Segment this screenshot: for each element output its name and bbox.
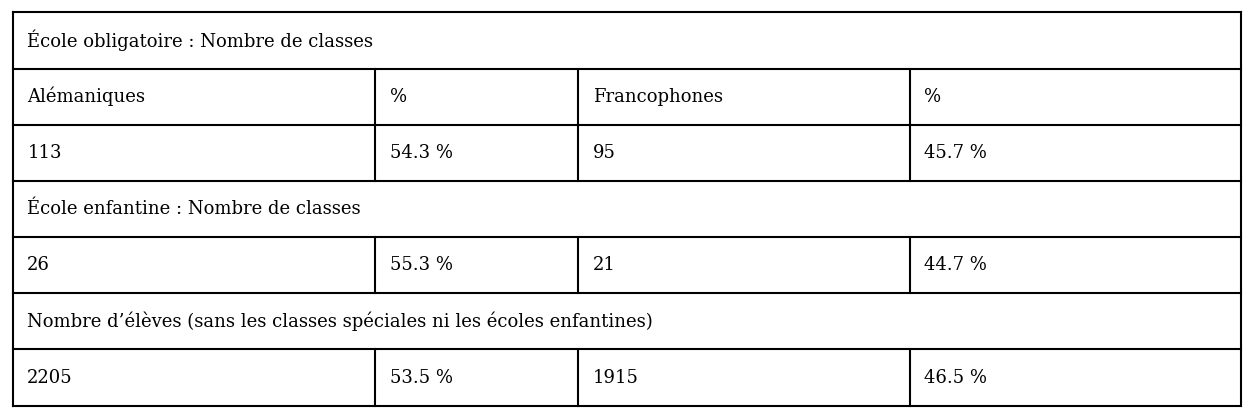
Text: 21: 21 xyxy=(593,256,616,274)
Text: 46.5 %: 46.5 % xyxy=(924,369,987,387)
Text: 44.7 %: 44.7 % xyxy=(924,256,987,274)
Text: 2205: 2205 xyxy=(28,369,73,387)
Text: 1915: 1915 xyxy=(593,369,638,387)
Text: Francophones: Francophones xyxy=(593,88,722,106)
Text: École obligatoire : Nombre de classes: École obligatoire : Nombre de classes xyxy=(28,30,374,51)
Text: %: % xyxy=(390,88,408,106)
Text: 53.5 %: 53.5 % xyxy=(390,369,453,387)
Text: 95: 95 xyxy=(593,144,616,162)
Text: 26: 26 xyxy=(28,256,50,274)
Text: 55.3 %: 55.3 % xyxy=(390,256,453,274)
Text: École enfantine : Nombre de classes: École enfantine : Nombre de classes xyxy=(28,200,361,218)
Text: Alémaniques: Alémaniques xyxy=(28,87,145,107)
Text: %: % xyxy=(924,88,942,106)
Text: 45.7 %: 45.7 % xyxy=(924,144,987,162)
Text: 54.3 %: 54.3 % xyxy=(390,144,453,162)
Text: Nombre d’élèves (sans les classes spéciales ni les écoles enfantines): Nombre d’élèves (sans les classes spécia… xyxy=(28,311,653,331)
Text: 113: 113 xyxy=(28,144,61,162)
